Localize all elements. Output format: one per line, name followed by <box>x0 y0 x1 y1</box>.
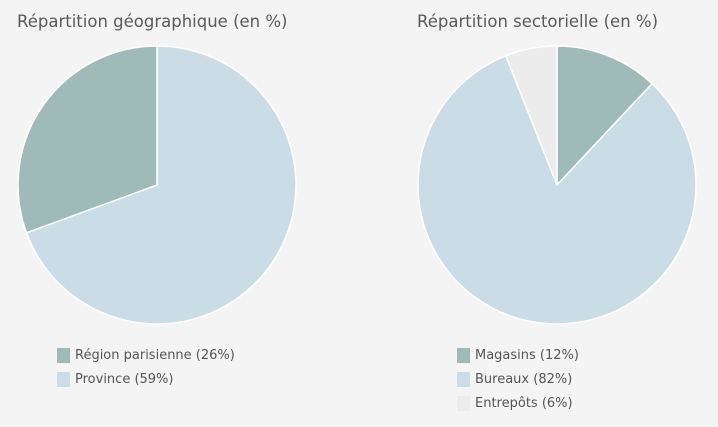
legend-item: Province (59%) <box>57 367 235 391</box>
legend-label: Province (59%) <box>75 371 174 387</box>
legend-item: Bureaux (82%) <box>457 367 579 391</box>
legend-item: Entrepôts (6%) <box>457 391 579 415</box>
legend-label: Magasins (12%) <box>475 347 579 363</box>
pie-slice-entrepôts <box>504 45 558 186</box>
pie-slice-magasins <box>556 45 654 187</box>
legend-swatch <box>57 347 70 363</box>
legend-swatch <box>457 395 470 411</box>
legend-sector: Magasins (12%) Bureaux (82%) Entrepôts (… <box>457 343 579 415</box>
chart-title-sector: Répartition sectorielle (en %) <box>417 12 659 31</box>
legend-label: Bureaux (82%) <box>475 371 573 387</box>
legend-item: Magasins (12%) <box>457 343 579 367</box>
legend-item: Région parisienne (26%) <box>57 343 235 367</box>
legend-label: Région parisienne (26%) <box>75 347 235 363</box>
chart-title-geographic: Répartition géographique (en %) <box>17 12 288 31</box>
legend-geographic: Région parisienne (26%) Province (59%) <box>57 343 235 391</box>
legend-swatch <box>457 371 470 387</box>
legend-swatch <box>57 371 70 387</box>
legend-swatch <box>457 347 470 363</box>
legend-label: Entrepôts (6%) <box>475 395 573 411</box>
pie-slice-bureaux <box>417 54 697 325</box>
pie-slice-province <box>25 45 297 325</box>
pie-slice-région-parisienne <box>17 45 158 234</box>
